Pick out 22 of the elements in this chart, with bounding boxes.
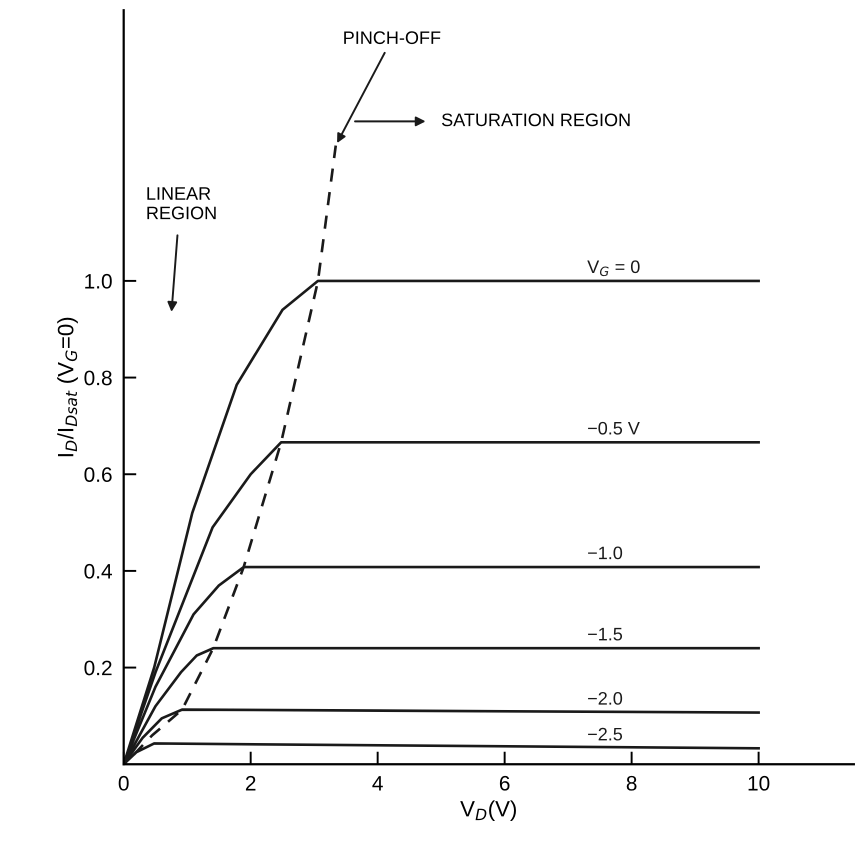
x-tick-label: 0: [118, 776, 129, 791]
y-tick-label: 0.6: [84, 467, 112, 482]
x-axis-title: V$_{D}$(V): [460, 800, 516, 822]
series-label: −2.5: [588, 728, 622, 741]
x-tick-label: 8: [626, 776, 637, 791]
annotation: LINEAR REGION: [147, 187, 216, 220]
y-tick-label: 0.8: [84, 370, 112, 386]
series-label: −1.5: [588, 628, 622, 641]
series-label: V$_{G}$ = 0: [587, 260, 640, 276]
x-tick-label: 6: [500, 776, 510, 791]
x-tick-label: 4: [372, 776, 383, 790]
y-axis-title: I$_{D}$/I$_{Dsat}$ (V$_{G}$=0): [57, 318, 78, 456]
series-label: −0.5 V: [588, 422, 640, 435]
y-tick-label: 0.4: [84, 564, 112, 579]
series-label: −1.0: [588, 546, 622, 560]
x-tick-label: 2: [246, 776, 256, 790]
x-tick-label: 10: [748, 776, 770, 791]
y-tick-label: 0.2: [84, 660, 112, 676]
annotation: SATURATION REGION: [442, 113, 630, 126]
annotation: PINCH-OFF: [344, 31, 440, 44]
series-label: −2.0: [588, 692, 622, 705]
y-tick-label: 1.0: [85, 274, 112, 289]
